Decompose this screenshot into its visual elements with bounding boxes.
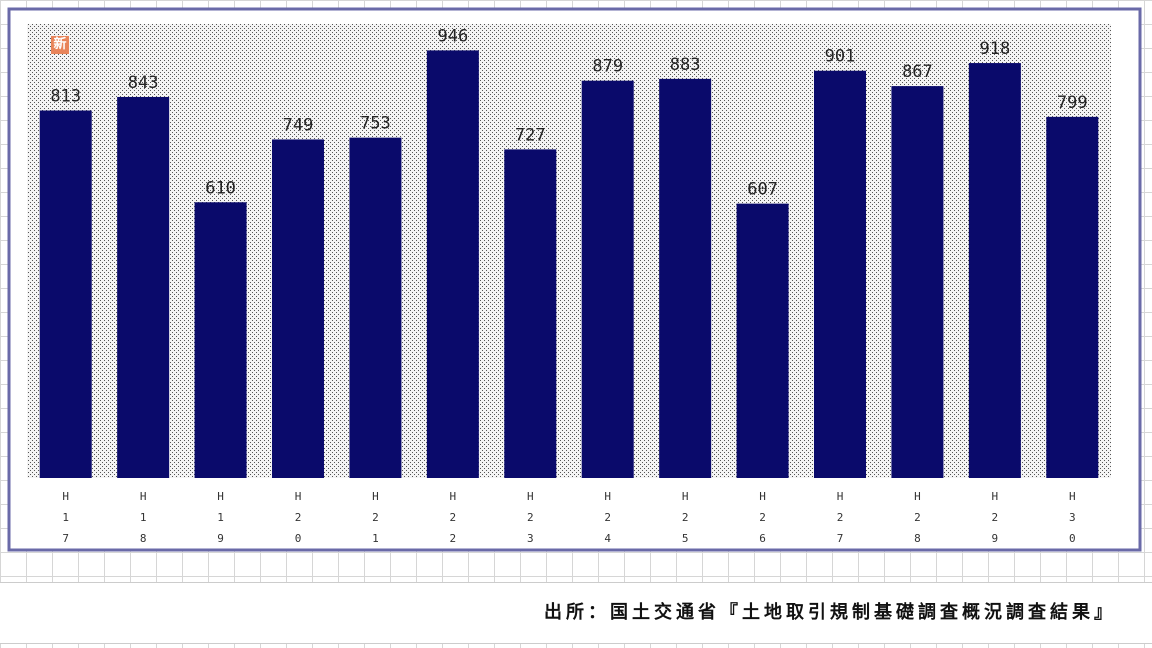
bar: [39, 110, 92, 479]
x-tick-label: H30: [1068, 490, 1076, 545]
x-tick-label: H20: [294, 490, 302, 545]
x-tick-label: H24: [604, 490, 612, 545]
value-label: 610: [205, 178, 236, 198]
value-label: 918: [979, 39, 1010, 59]
plot-area: [27, 24, 1111, 478]
x-tick-label: H18: [139, 490, 147, 545]
x-tick-label: H17: [62, 490, 70, 545]
value-label: 727: [515, 125, 546, 145]
bar: [1046, 116, 1099, 479]
value-label: 946: [437, 26, 468, 46]
x-tick-label: H26: [759, 490, 766, 545]
value-label: 867: [902, 62, 933, 82]
x-tick-label: H21: [372, 490, 379, 545]
x-tick-label: H23: [526, 490, 534, 545]
x-tick-label: H27: [836, 490, 844, 545]
bar: [968, 63, 1021, 479]
value-label: 799: [1057, 93, 1088, 113]
bar: [581, 80, 634, 478]
value-label: 607: [747, 180, 778, 200]
value-label: 749: [283, 115, 314, 135]
value-label: 843: [128, 73, 159, 93]
x-tick-label: H28: [914, 490, 921, 545]
bar: [659, 78, 712, 478]
value-label: 883: [670, 55, 701, 75]
x-tick-label: H19: [217, 490, 224, 545]
bar: [814, 70, 866, 479]
bar: [272, 139, 324, 478]
bar: [117, 96, 170, 479]
source-note: 出所：国土交通省『土地取引規制基礎調査概況調査結果』: [544, 602, 1116, 623]
bar: [736, 203, 789, 479]
bar: [426, 50, 479, 479]
x-tick-label: H29: [991, 490, 999, 545]
x-tick-label: H25: [681, 490, 689, 545]
bar: [349, 137, 402, 479]
new-badge: 新: [51, 36, 69, 54]
bar: [194, 202, 247, 478]
x-tick-label: H22: [449, 490, 457, 545]
bar: [891, 86, 944, 478]
value-label: 813: [50, 87, 81, 107]
value-label: 901: [825, 47, 856, 67]
value-label: 753: [360, 114, 391, 134]
bar: [504, 149, 557, 478]
footer-band: [0, 582, 1152, 644]
value-label: 879: [592, 57, 623, 77]
